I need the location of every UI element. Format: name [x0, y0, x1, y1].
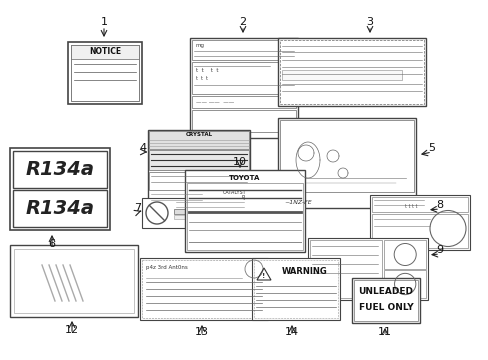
Text: 11: 11: [377, 327, 391, 337]
Text: UNLEADED: UNLEADED: [358, 288, 413, 297]
Bar: [184, 170, 305, 252]
Bar: [307, 238, 427, 300]
Bar: [142, 198, 249, 228]
Text: 1: 1: [101, 17, 107, 27]
Bar: [186, 183, 303, 250]
Bar: [192, 40, 295, 60]
Text: 3: 3: [366, 17, 373, 27]
Bar: [278, 118, 415, 208]
Bar: [149, 131, 248, 149]
Text: PJ: PJ: [241, 195, 245, 201]
Text: 5: 5: [427, 143, 435, 153]
Text: CATALYST: CATALYST: [222, 189, 245, 194]
Bar: [13, 190, 107, 227]
Text: 14: 14: [285, 327, 299, 337]
Bar: [353, 280, 417, 321]
Text: t  t  t: t t t: [196, 77, 207, 81]
Text: R134a: R134a: [25, 199, 94, 218]
Bar: [149, 150, 248, 170]
Bar: [280, 120, 413, 192]
Bar: [384, 270, 425, 298]
Text: 13: 13: [195, 327, 208, 337]
Bar: [253, 260, 337, 318]
Bar: [14, 249, 134, 313]
Text: 4: 4: [139, 143, 146, 153]
Bar: [192, 62, 295, 94]
Text: t t t t: t t t t: [404, 204, 417, 210]
Bar: [280, 40, 423, 104]
Bar: [282, 70, 401, 80]
Text: FUEL ONLY: FUEL ONLY: [358, 303, 412, 312]
Bar: [174, 209, 244, 214]
Text: NOTICE: NOTICE: [89, 48, 121, 57]
Bar: [10, 245, 138, 317]
Text: 9: 9: [436, 245, 443, 255]
Bar: [190, 38, 297, 138]
Text: 8: 8: [436, 200, 443, 210]
Text: p4z 3rd Ant0ns: p4z 3rd Ant0ns: [146, 266, 187, 270]
Text: TOYOTA: TOYOTA: [229, 175, 260, 181]
Bar: [71, 45, 139, 59]
Bar: [142, 260, 265, 318]
Bar: [309, 240, 382, 298]
Bar: [13, 151, 107, 188]
Bar: [371, 197, 467, 212]
Bar: [71, 45, 139, 101]
Text: CRYSTAL: CRYSTAL: [185, 132, 212, 138]
Text: mg: mg: [196, 42, 204, 48]
Bar: [278, 38, 425, 106]
Bar: [149, 172, 248, 190]
Bar: [10, 148, 110, 230]
Text: ~1NZ-FE: ~1NZ-FE: [284, 199, 311, 204]
Bar: [148, 130, 249, 208]
Text: —— ——  ——: —— —— ——: [196, 99, 234, 104]
Text: 12: 12: [65, 325, 79, 335]
Bar: [68, 42, 142, 104]
Bar: [174, 215, 244, 219]
Text: 2: 2: [239, 17, 246, 27]
Text: 10: 10: [232, 157, 246, 167]
Bar: [192, 110, 295, 132]
Text: !: !: [262, 273, 265, 279]
Bar: [351, 278, 419, 323]
Text: 7: 7: [134, 203, 141, 213]
Text: R134a: R134a: [25, 160, 94, 179]
Bar: [251, 258, 339, 320]
Bar: [369, 195, 469, 250]
Bar: [140, 258, 267, 320]
Text: t  t    t  t: t t t t: [196, 68, 218, 73]
Bar: [371, 214, 467, 248]
Bar: [384, 240, 425, 269]
Bar: [192, 96, 295, 108]
Text: 6: 6: [48, 239, 55, 249]
Text: WARNING: WARNING: [282, 266, 327, 275]
